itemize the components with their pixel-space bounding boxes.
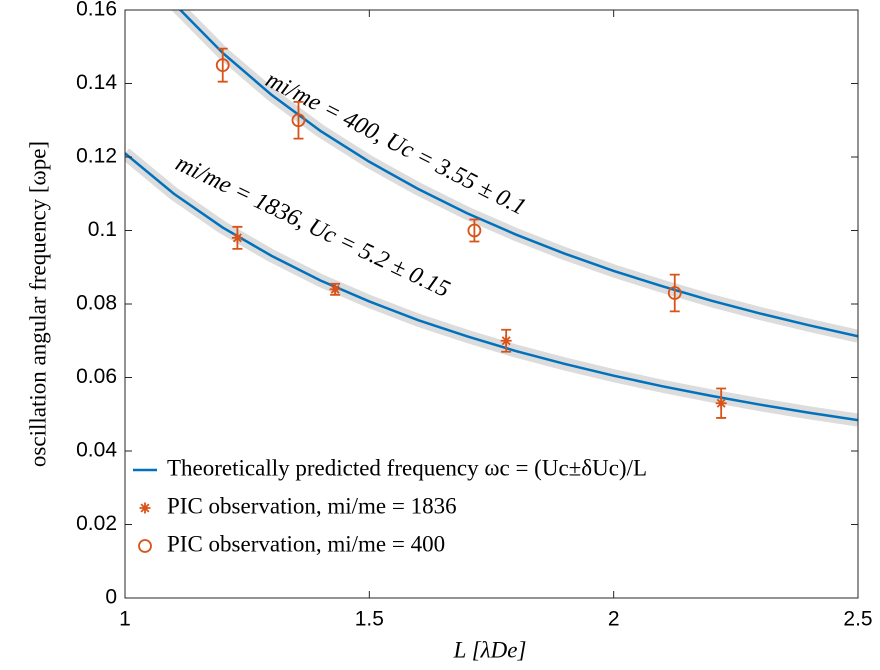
y-tick-label: 0.12 [76,145,117,168]
y-tick-label: 0.04 [76,439,117,462]
y-tick-label: 0.06 [76,365,117,388]
y-tick-label: 0.1 [88,218,117,241]
y-tick-label: 0 [105,586,117,609]
y-tick-label: 0.14 [76,71,117,94]
error-bar [669,273,680,313]
error-bar [217,47,228,83]
x-axis-label: L [λDe] [453,637,527,662]
legend-label: PIC observation, mi/me = 1836 [167,493,457,518]
point [467,223,482,238]
error-bar [469,218,480,243]
x-tick-label: 1 [119,608,131,631]
point [667,286,682,300]
point [500,335,512,347]
axes-frame [124,9,859,599]
x-tick-label: 2.5 [843,608,872,631]
legend-label: PIC observation, mi/me = 400 [167,531,445,556]
x-tick-label: 1.5 [355,608,384,631]
legend-marker [139,502,151,514]
point [715,397,727,409]
y-tick-label: 0.08 [76,292,117,315]
point [231,232,243,244]
legend-marker [138,539,152,553]
error-bar [293,100,304,140]
point [329,283,341,295]
legend-label: Theoretically predicted frequency ωc = (… [167,455,647,480]
y-tick-label: 0.02 [76,512,117,535]
y-tick-label: 0.16 [76,0,117,21]
point [291,113,306,128]
x-tick-label: 2 [608,608,620,631]
y-axis-label: oscillation angular frequency [ωpe] [25,141,50,467]
theory-line [125,152,858,422]
point [215,58,230,73]
theory-line [178,10,858,338]
